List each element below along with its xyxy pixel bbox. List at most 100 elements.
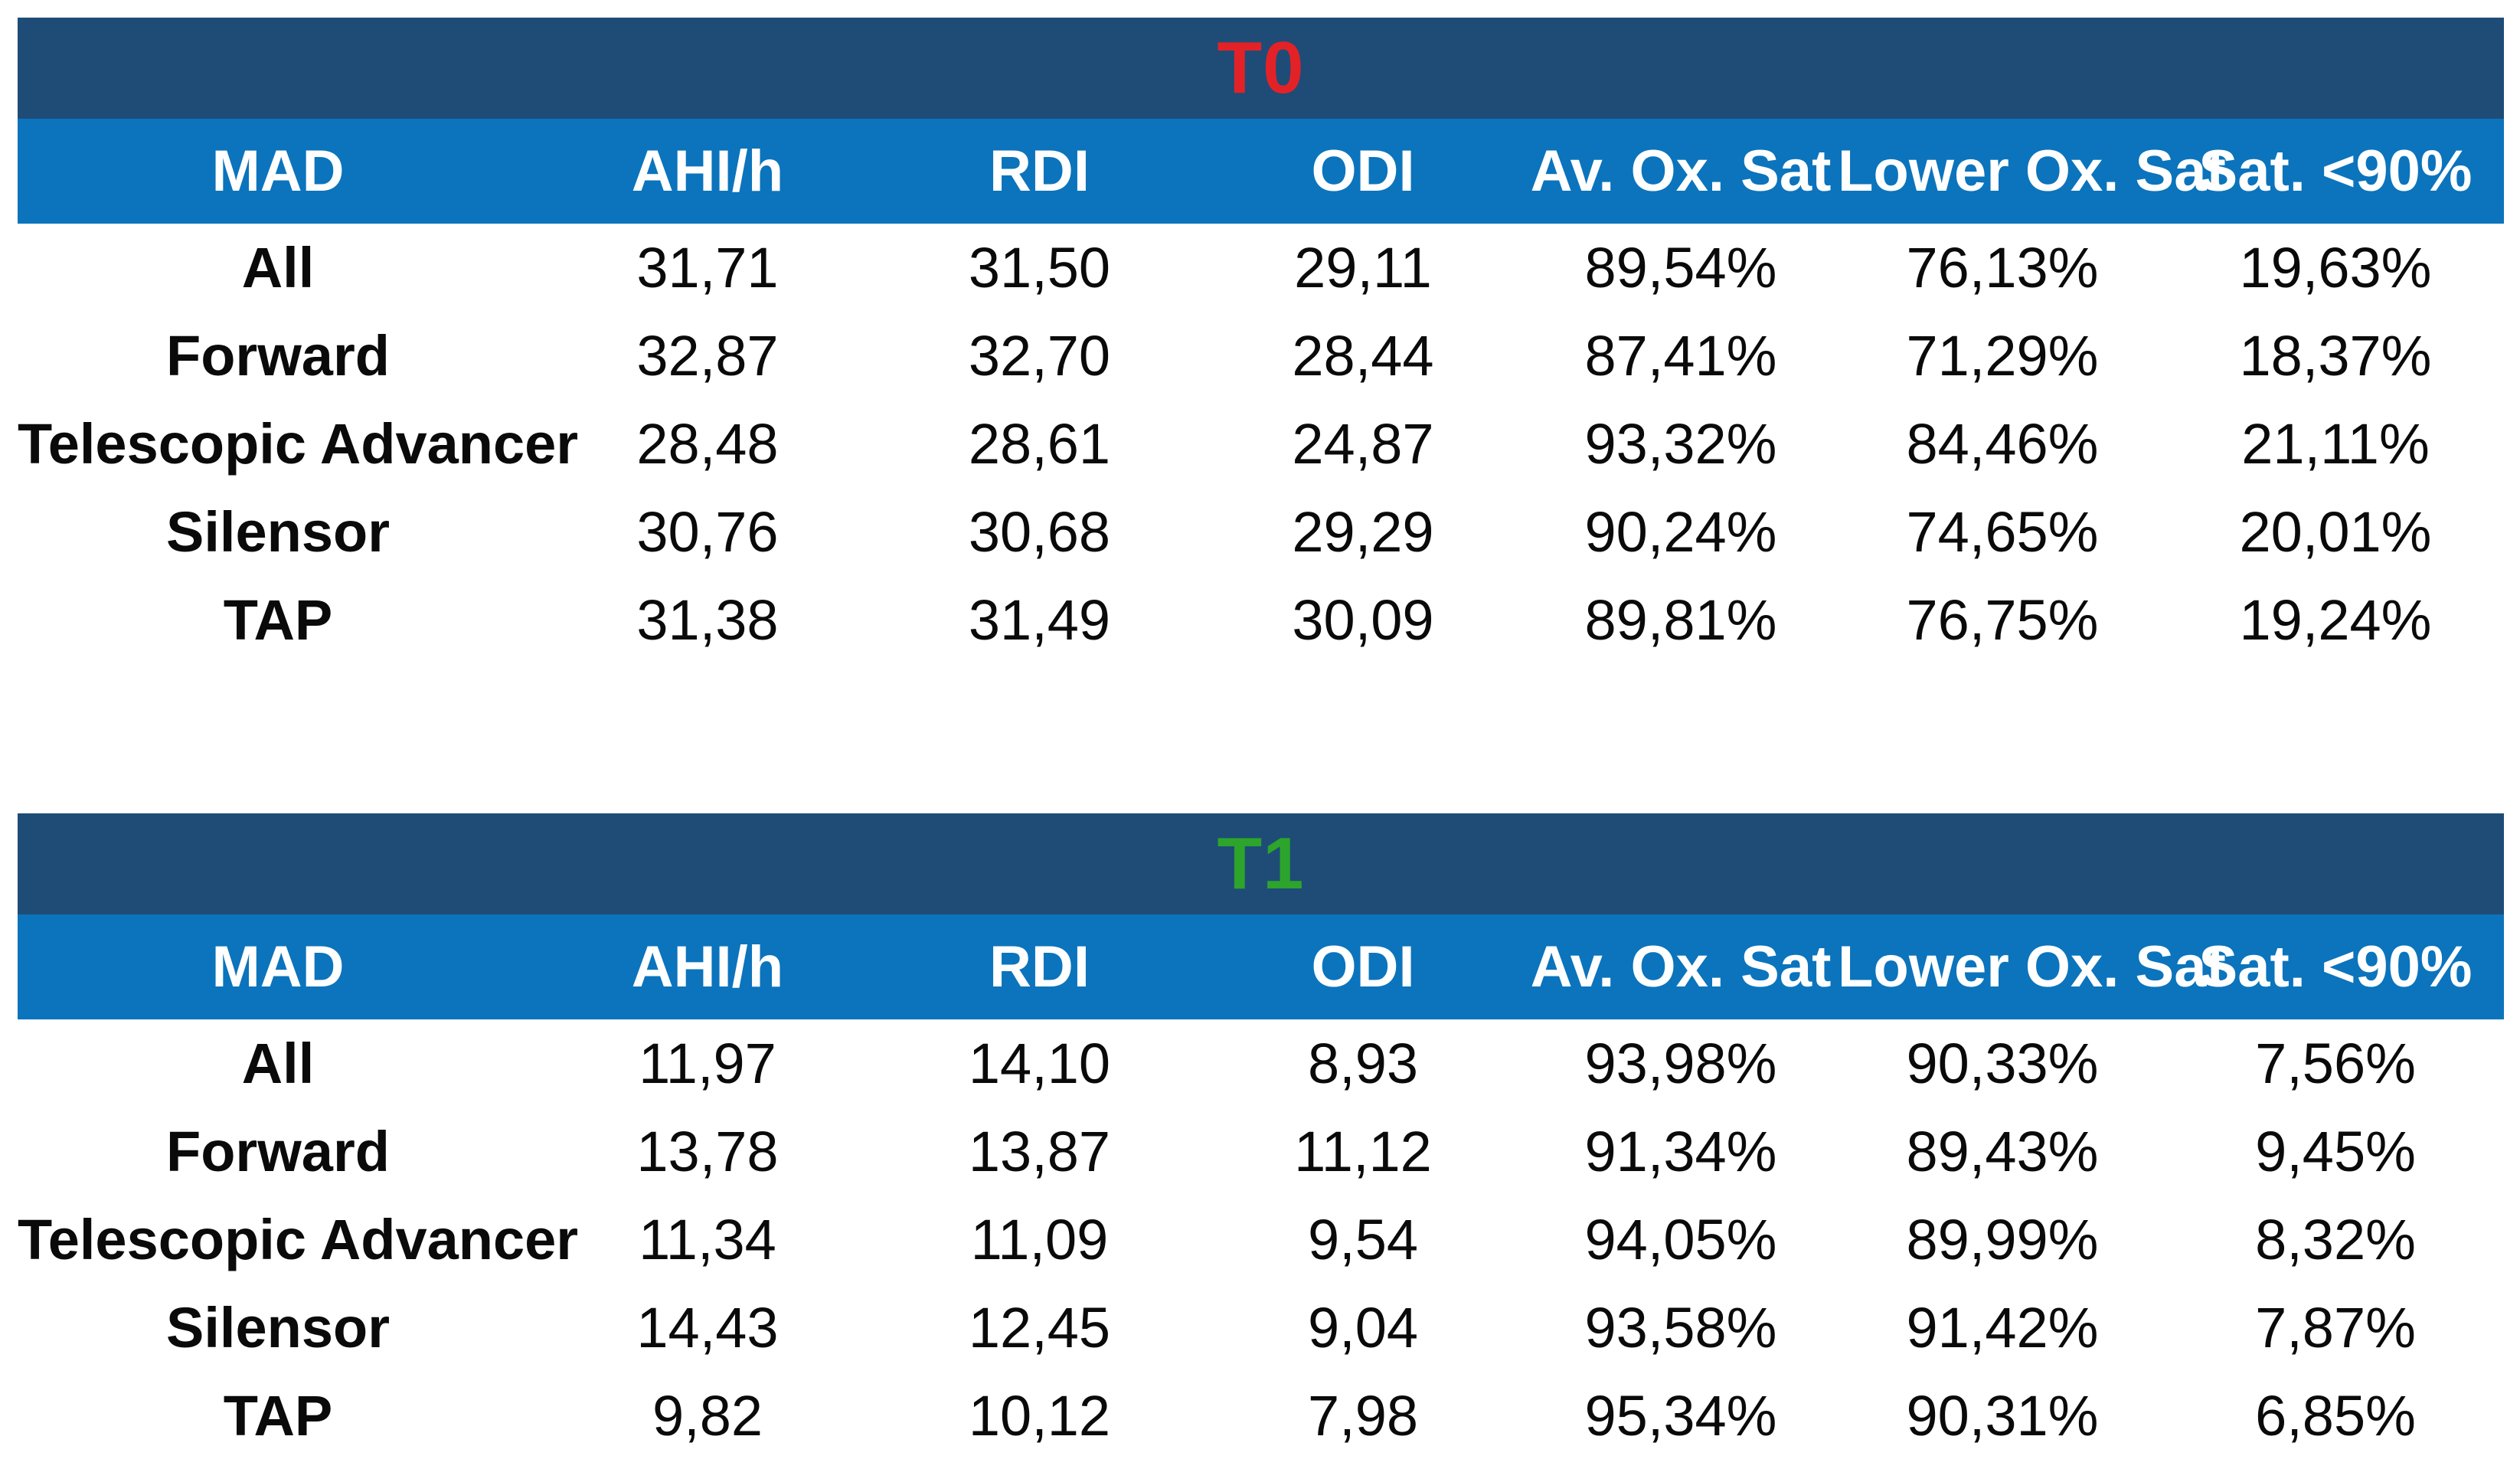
column-header: AHI/h (631, 139, 784, 204)
cell: 20,01% (2239, 500, 2432, 564)
column-header: Av. Ox. Sat (1530, 139, 1832, 204)
cell: 90,33% (1906, 1032, 2099, 1095)
cell: 95,34% (1584, 1384, 1777, 1448)
cell: 11,12 (1294, 1120, 1432, 1183)
cell: 13,87 (968, 1120, 1111, 1183)
cell: 31,49 (968, 588, 1111, 652)
column-header: Lower Ox. Sat (1838, 139, 2226, 204)
row-label: Silensor (166, 1296, 390, 1359)
cell: 9,04 (1307, 1296, 1419, 1359)
row-label: Telescopic Advancer (18, 412, 579, 476)
row-label: TAP (223, 588, 333, 652)
cell: 76,75% (1906, 588, 2099, 652)
cell: 89,54% (1584, 236, 1777, 299)
table-t0-title: T0 (1217, 27, 1305, 109)
cell: 8,93 (1307, 1032, 1419, 1095)
cell: 90,31% (1906, 1384, 2099, 1448)
cell: 12,45 (968, 1296, 1111, 1359)
row-label: Telescopic Advancer (18, 1208, 579, 1271)
row-label: Forward (166, 1120, 390, 1183)
cell: 93,98% (1584, 1032, 1777, 1095)
cell: 93,58% (1584, 1296, 1777, 1359)
cell: 7,56% (2255, 1032, 2416, 1095)
cell: 24,87 (1292, 412, 1434, 476)
cell: 19,24% (2239, 588, 2432, 652)
cell: 91,34% (1584, 1120, 1777, 1183)
table-t1: T1 MAD AHI/h RDI ODI Av. Ox. Sat Lower Ox. Sa… (18, 813, 2504, 1460)
row-label: All (241, 236, 315, 299)
cell: 9,82 (652, 1384, 763, 1448)
cell: 89,43% (1906, 1120, 2099, 1183)
cell: 7,98 (1307, 1384, 1419, 1448)
cell: 8,32% (2255, 1208, 2416, 1271)
row-label: All (241, 1032, 315, 1095)
cell: 84,46% (1906, 412, 2099, 476)
cell: 6,85% (2255, 1384, 2416, 1448)
cell: 10,12 (968, 1384, 1111, 1448)
cell: 32,70 (968, 324, 1111, 388)
cell: 29,29 (1292, 500, 1434, 564)
cell: 89,81% (1584, 588, 1777, 652)
cell: 94,05% (1584, 1208, 1777, 1271)
cell: 28,61 (968, 412, 1111, 476)
cell: 91,42% (1906, 1296, 2099, 1359)
cell: 87,41% (1584, 324, 1777, 388)
cell: 90,24% (1584, 500, 1777, 564)
cell: 71,29% (1906, 324, 2099, 388)
cell: 31,71 (636, 236, 779, 299)
cell: 13,78 (636, 1120, 779, 1183)
column-header: RDI (989, 139, 1090, 204)
table-t0-title-bar: T0 (18, 18, 2504, 119)
column-header: ODI (1311, 934, 1415, 999)
table-t1-body: All 11,97 14,10 8,93 93,98% 90,33% 7,56% Forwar… (18, 1019, 2504, 1460)
table-row: Silensor 14,43 12,45 9,04 93,58% 91,42% 7,87% (18, 1284, 2504, 1372)
column-header: MAD (211, 139, 345, 204)
row-label: Silensor (166, 500, 390, 564)
cell: 31,50 (968, 236, 1111, 299)
table-row: Silensor 30,76 30,68 29,29 90,24% 74,65% 20,01… (18, 488, 2504, 576)
table-row: TAP 31,38 31,49 30,09 89,81% 76,75% 19,24% (18, 576, 2504, 664)
cell: 93,32% (1584, 412, 1777, 476)
column-header: Av. Ox. Sat (1530, 934, 1832, 999)
column-header: AHI/h (631, 934, 784, 999)
cell: 76,13% (1906, 236, 2099, 299)
cell: 31,38 (636, 588, 779, 652)
table-t0-header-row: MAD AHI/h RDI ODI Av. Ox. Sat Lower Ox. Sat Sa… (18, 119, 2504, 224)
table-t0: T0 MAD AHI/h RDI ODI Av. Ox. Sat Lower Ox. Sa… (18, 18, 2504, 664)
column-header: Lower Ox. Sat (1838, 934, 2226, 999)
table-row: Telescopic Advancer 11,34 11,09 9,54 94,05% 8… (18, 1196, 2504, 1284)
cell: 29,11 (1294, 236, 1432, 299)
cell: 89,99% (1906, 1208, 2099, 1271)
column-header: Sat. <90% (2198, 139, 2473, 204)
cell: 74,65% (1906, 500, 2099, 564)
table-t0-body: All 31,71 31,50 29,11 89,54% 76,13% 19,63% Forw… (18, 224, 2504, 664)
table-row: Forward 32,87 32,70 28,44 87,41% 71,29% 18,37% (18, 312, 2504, 400)
row-label: Forward (166, 324, 390, 388)
table-row: TAP 9,82 10,12 7,98 95,34% 90,31% 6,85% (18, 1372, 2504, 1460)
table-row: All 11,97 14,10 8,93 93,98% 90,33% 7,56% (18, 1019, 2504, 1107)
cell: 11,34 (639, 1208, 776, 1271)
row-label: TAP (223, 1384, 333, 1448)
column-header: RDI (989, 934, 1090, 999)
cell: 19,63% (2239, 236, 2432, 299)
cell: 32,87 (636, 324, 779, 388)
cell: 9,45% (2255, 1120, 2416, 1183)
table-row: Forward 13,78 13,87 11,12 91,34% 89,43% 9,45% (18, 1107, 2504, 1196)
cell: 11,09 (970, 1208, 1109, 1271)
cell: 21,11% (2241, 412, 2430, 476)
table-row: All 31,71 31,50 29,11 89,54% 76,13% 19,63% (18, 224, 2504, 312)
cell: 11,97 (639, 1032, 776, 1095)
cell: 14,43 (636, 1296, 779, 1359)
cell: 7,87% (2255, 1296, 2416, 1359)
table-t1-header-row: MAD AHI/h RDI ODI Av. Ox. Sat Lower Ox. Sat Sa… (18, 914, 2504, 1019)
column-header: Sat. <90% (2198, 934, 2473, 999)
cell: 14,10 (968, 1032, 1111, 1095)
cell: 28,48 (636, 412, 779, 476)
cell: 30,09 (1292, 588, 1434, 652)
table-row: Telescopic Advancer 28,48 28,61 24,87 93,32%… (18, 400, 2504, 488)
column-header: ODI (1311, 139, 1415, 204)
cell: 30,76 (636, 500, 779, 564)
cell: 18,37% (2239, 324, 2432, 388)
column-header: MAD (211, 934, 345, 999)
